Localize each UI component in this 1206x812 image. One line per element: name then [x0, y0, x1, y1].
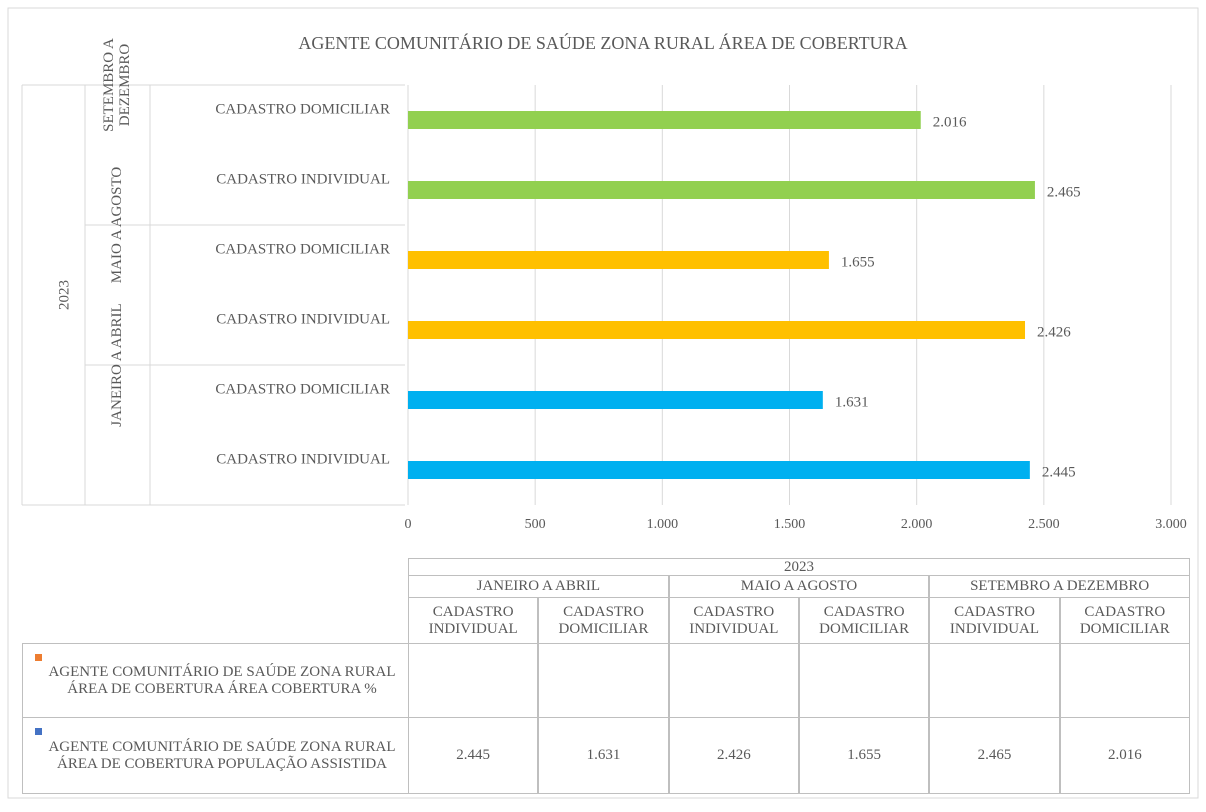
- legend-key: [35, 728, 42, 735]
- x-tick-label: 500: [525, 517, 546, 532]
- table-value: [668, 643, 799, 718]
- table-group: JANEIRO A ABRIL: [408, 575, 669, 598]
- table-value: 2.426: [668, 717, 799, 794]
- y-tick-label: CADASTRO DOMICILIAR: [215, 241, 390, 257]
- y-tick-label: CADASTRO INDIVIDUAL: [216, 311, 390, 327]
- x-tick-label: 0: [405, 517, 412, 532]
- group-label: SETEMBRO A DEZEMBRO: [101, 38, 133, 132]
- table-group: SETEMBRO A DEZEMBRO: [929, 575, 1190, 598]
- x-tick-label: 2.000: [901, 517, 933, 532]
- y-tick-label: CADASTRO DOMICILIAR: [215, 101, 390, 117]
- bar: [408, 391, 823, 409]
- y-tick-label: CADASTRO DOMICILIAR: [215, 381, 390, 397]
- data-label: 2.445: [1042, 464, 1076, 480]
- legend-entry: AGENTE COMUNITÁRIO DE SAÚDE ZONA RURAL Á…: [22, 717, 409, 794]
- year-label: 2023: [56, 280, 72, 310]
- legend-label: AGENTE COMUNITÁRIO DE SAÚDE ZONA RURAL Á…: [48, 664, 396, 697]
- table-value: 2.016: [1059, 717, 1190, 794]
- table-category: CADASTRO INDIVIDUAL: [408, 597, 539, 644]
- table-value: [929, 643, 1060, 718]
- table-value: [408, 643, 539, 718]
- x-tick-label: 1.000: [647, 517, 679, 532]
- bar: [408, 251, 829, 269]
- table-value: [1059, 643, 1190, 718]
- chart-title: AGENTE COMUNITÁRIO DE SAÚDE ZONA RURAL Á…: [298, 32, 907, 53]
- data-label: 1.631: [835, 394, 869, 410]
- table-category: CADASTRO INDIVIDUAL: [929, 597, 1060, 644]
- table-value: 2.465: [929, 717, 1060, 794]
- bar: [408, 181, 1035, 199]
- table-category: CADASTRO DOMICILIAR: [799, 597, 930, 644]
- table-value: 1.655: [799, 717, 930, 794]
- table-year: 2023: [408, 558, 1190, 576]
- y-tick-label: CADASTRO INDIVIDUAL: [216, 451, 390, 467]
- bar: [408, 461, 1030, 479]
- table-value: [799, 643, 930, 718]
- legend-label: AGENTE COMUNITÁRIO DE SAÚDE ZONA RURAL Á…: [48, 739, 396, 772]
- bar: [408, 321, 1026, 339]
- data-label: 2.465: [1047, 184, 1081, 200]
- bar: [408, 111, 921, 129]
- group-label: MAIO A AGOSTO: [109, 166, 126, 284]
- x-tick-label: 2.500: [1028, 517, 1060, 532]
- table-category: CADASTRO INDIVIDUAL: [668, 597, 799, 644]
- legend-entry: AGENTE COMUNITÁRIO DE SAÚDE ZONA RURAL Á…: [22, 643, 409, 718]
- legend-key: [35, 654, 42, 661]
- x-tick-label: 3.000: [1155, 517, 1187, 532]
- table-group: MAIO A AGOSTO: [668, 575, 930, 598]
- data-label: 1.655: [841, 254, 875, 270]
- y-tick-label: CADASTRO INDIVIDUAL: [216, 171, 390, 187]
- data-label: 2.426: [1037, 324, 1071, 340]
- x-tick-label: 1.500: [774, 517, 806, 532]
- chart-border: [7, 7, 1199, 799]
- table-value: 1.631: [538, 717, 669, 794]
- table-category: CADASTRO DOMICILIAR: [1059, 597, 1190, 644]
- data-label: 2.016: [933, 114, 967, 130]
- table-category: CADASTRO DOMICILIAR: [538, 597, 669, 644]
- table-value: [538, 643, 669, 718]
- table-value: 2.445: [408, 717, 539, 794]
- group-label: JANEIRO A ABRIL: [109, 303, 126, 427]
